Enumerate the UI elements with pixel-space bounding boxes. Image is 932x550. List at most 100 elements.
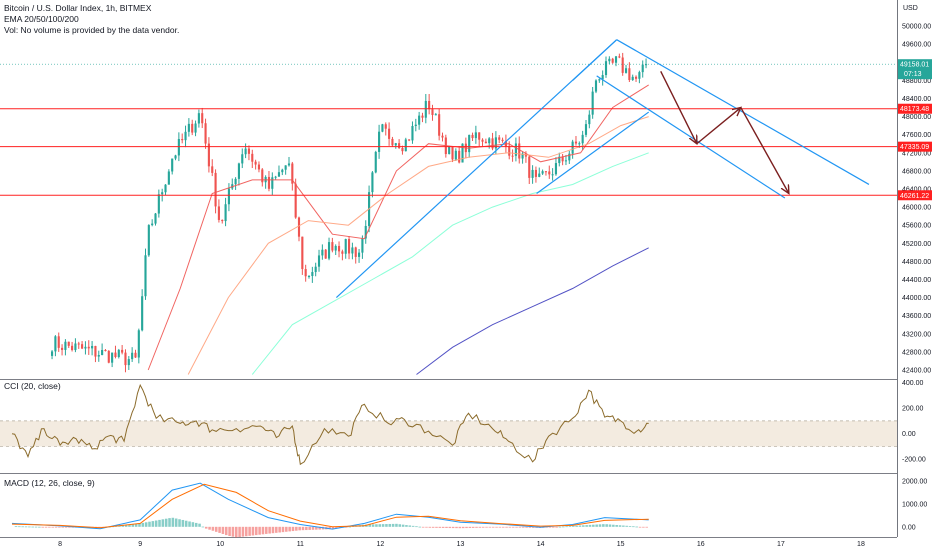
time-tick-label: 18 bbox=[857, 541, 865, 548]
candle-body bbox=[514, 143, 517, 156]
candle-body bbox=[91, 345, 94, 349]
candle-body bbox=[518, 143, 521, 159]
candle-body bbox=[438, 114, 441, 136]
macd-histogram-bar bbox=[435, 526, 438, 528]
price-tick-label: 43600.00 bbox=[902, 313, 931, 320]
macd-tick-label: 2000.00 bbox=[902, 478, 927, 485]
macd-histogram-bar bbox=[288, 526, 291, 532]
macd-histogram-bar bbox=[201, 526, 205, 528]
candle-body bbox=[151, 223, 154, 226]
candle-body bbox=[618, 56, 621, 58]
candle-body bbox=[508, 146, 511, 156]
macd-histogram-bar bbox=[245, 526, 248, 537]
candle-body bbox=[531, 169, 534, 178]
price-tick-label: 44000.00 bbox=[902, 295, 931, 302]
candle-body bbox=[591, 91, 594, 115]
macd-histogram-bar bbox=[318, 526, 321, 530]
ema-line bbox=[251, 152, 649, 375]
macd-histogram-bar bbox=[371, 524, 375, 527]
macd-histogram-bar bbox=[645, 526, 648, 528]
macd-histogram-bar bbox=[558, 526, 562, 528]
macd-histogram-bar bbox=[281, 526, 285, 533]
candle-body bbox=[184, 131, 187, 141]
macd-histogram-bar bbox=[51, 526, 54, 528]
macd-histogram-bar bbox=[378, 524, 382, 527]
macd-histogram-bar bbox=[612, 524, 615, 527]
candle-body bbox=[117, 349, 120, 358]
macd-histogram-bar bbox=[475, 526, 478, 528]
candle-body bbox=[71, 345, 74, 351]
macd-histogram-bar bbox=[525, 526, 528, 528]
candle-body bbox=[534, 169, 537, 177]
macd-histogram-bar bbox=[234, 526, 238, 538]
macd-histogram-bar bbox=[301, 526, 305, 531]
candle-body bbox=[101, 350, 104, 356]
candle-body bbox=[381, 124, 384, 132]
macd-histogram-bar bbox=[34, 526, 38, 528]
candle-body bbox=[581, 134, 584, 144]
time-tick-label: 13 bbox=[457, 541, 465, 548]
macd-histogram-bar bbox=[491, 526, 495, 528]
candle-body bbox=[461, 143, 464, 163]
candle-body bbox=[207, 143, 210, 167]
macd-histogram-bar bbox=[642, 526, 645, 528]
candle-body bbox=[327, 242, 331, 259]
candle-body bbox=[544, 171, 548, 173]
macd-histogram-bar bbox=[501, 526, 505, 528]
macd-histogram-bar bbox=[515, 526, 518, 528]
macd-histogram-bar bbox=[481, 526, 485, 528]
macd-histogram-bar bbox=[188, 521, 191, 527]
macd-histogram-bar bbox=[388, 523, 392, 527]
projection-arrow bbox=[696, 108, 741, 145]
candle-body bbox=[571, 141, 574, 154]
macd-histogram-bar bbox=[441, 526, 445, 528]
candle-body bbox=[261, 169, 264, 183]
macd-histogram-bar bbox=[58, 526, 61, 528]
macd-histogram-bar bbox=[161, 519, 165, 527]
macd-histogram-bar bbox=[582, 525, 585, 527]
candle-body bbox=[614, 56, 618, 63]
candle-body bbox=[61, 347, 64, 350]
macd-histogram-bar bbox=[598, 524, 602, 527]
channel-line bbox=[536, 111, 650, 194]
macd-histogram-bar bbox=[408, 525, 412, 527]
macd-histogram-bar bbox=[495, 526, 498, 528]
macd-histogram-bar bbox=[14, 526, 18, 528]
candle-body bbox=[408, 139, 411, 141]
candle-body bbox=[111, 352, 114, 363]
price-tick-label: 43200.00 bbox=[902, 331, 931, 338]
candle-body bbox=[227, 188, 230, 205]
candle-body bbox=[211, 166, 214, 173]
candle-body bbox=[481, 139, 484, 142]
candle-body bbox=[167, 171, 170, 185]
candle-body bbox=[294, 183, 297, 218]
macd-histogram-bar bbox=[451, 526, 455, 529]
macd-histogram-bar bbox=[231, 526, 235, 537]
candle-body bbox=[114, 352, 117, 358]
candle-body bbox=[414, 124, 417, 127]
candle-body bbox=[351, 247, 354, 254]
candle-body bbox=[374, 151, 377, 173]
candle-body bbox=[181, 139, 184, 141]
price-tick-label: 46800.00 bbox=[902, 168, 931, 175]
price-tick-label: 42400.00 bbox=[902, 367, 931, 374]
candle-body bbox=[204, 123, 207, 144]
macd-histogram-bar bbox=[615, 524, 618, 527]
candle-body bbox=[197, 113, 200, 124]
candle-body bbox=[281, 169, 284, 173]
macd-histogram-bar bbox=[285, 526, 288, 532]
macd-histogram-bar bbox=[148, 521, 151, 527]
macd-histogram-bar bbox=[141, 522, 145, 527]
candle-body bbox=[241, 154, 244, 164]
projection-arrow bbox=[660, 71, 697, 143]
candle-body bbox=[277, 172, 281, 177]
candle-body bbox=[124, 352, 127, 366]
macd-histogram-bar bbox=[181, 519, 185, 527]
macd-histogram-bar bbox=[261, 526, 265, 535]
candle-body bbox=[237, 163, 241, 179]
candle-body bbox=[564, 160, 568, 162]
macd-histogram-bar bbox=[401, 524, 405, 527]
signal-line bbox=[11, 483, 649, 529]
macd-histogram-bar bbox=[204, 526, 208, 529]
